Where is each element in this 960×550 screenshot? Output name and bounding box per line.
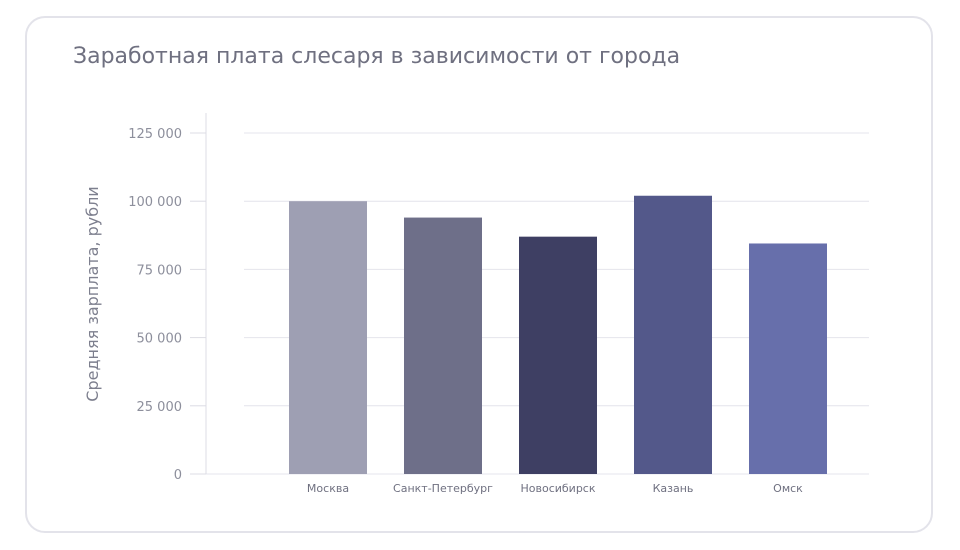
x-tick-label: Санкт-Петербург: [393, 482, 493, 495]
y-tick-label: 100 000: [128, 195, 182, 210]
y-tick-labels: 0 25 000 50 000 75 000 100 000 125 000: [128, 127, 182, 483]
x-tick-labels: Москва Санкт-Петербург Новосибирск Казань Ом…: [307, 482, 803, 495]
x-tick-label: Омск: [773, 482, 803, 495]
y-tick-label: 125 000: [128, 127, 182, 142]
y-tick-label: 0: [174, 468, 182, 483]
x-tick-label: Новосибирск: [520, 482, 595, 495]
x-tick-label: Москва: [307, 482, 349, 495]
y-tick-label: 25 000: [137, 400, 183, 415]
bars: [289, 195, 827, 474]
bar: [749, 243, 827, 474]
bar: [519, 236, 597, 474]
y-tick-label: 75 000: [137, 263, 183, 278]
chart-title: Заработная плата слесаря в зависимости о…: [73, 44, 681, 69]
y-tick-label: 50 000: [137, 332, 183, 347]
y-axis-title: Средняя зарплата, рубли: [83, 186, 102, 401]
bar: [404, 217, 482, 474]
x-tick-label: Казань: [653, 482, 694, 495]
bar: [634, 195, 712, 474]
bar: [289, 201, 367, 474]
